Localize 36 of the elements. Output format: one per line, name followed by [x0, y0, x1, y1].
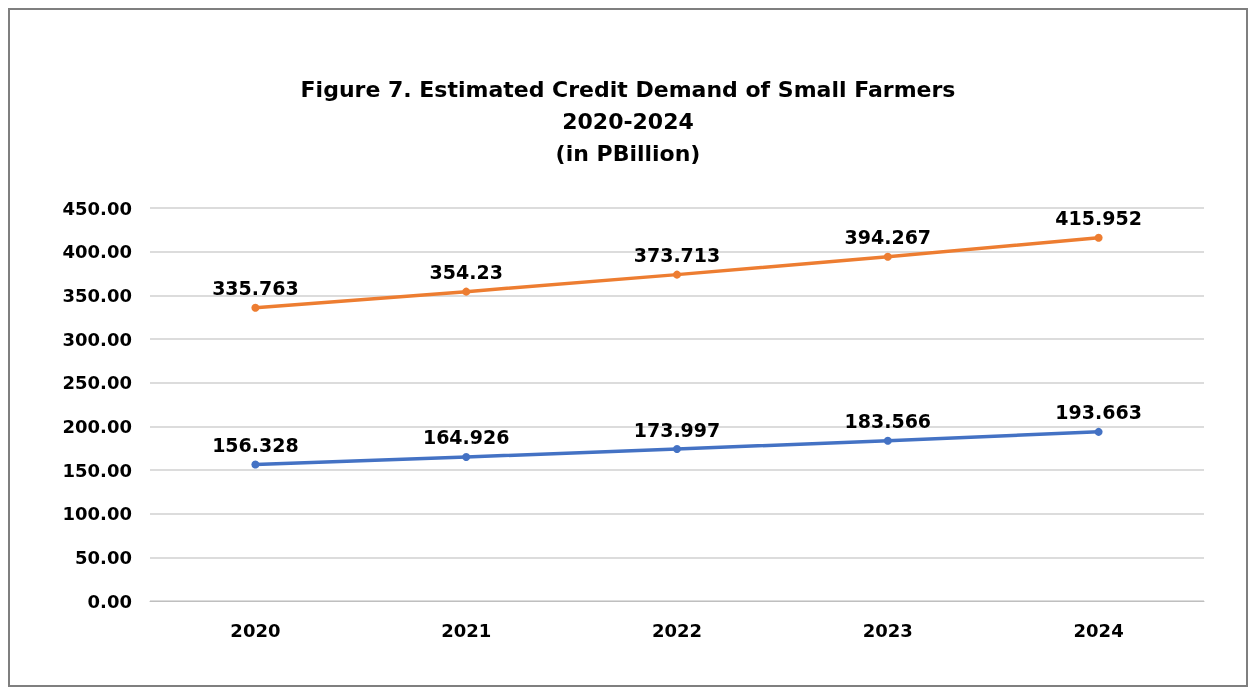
y-tick-label: 400.00 [62, 241, 132, 263]
data-label: 173.997 [633, 418, 721, 441]
point [1094, 233, 1103, 242]
y-tick-label: 250.00 [62, 372, 132, 394]
point [251, 303, 260, 312]
point [673, 445, 681, 454]
point [883, 252, 892, 261]
data-label: 394.267 [844, 226, 932, 249]
x-tick-label: 2021 [441, 619, 492, 641]
data-label: 193.663 [1055, 401, 1142, 424]
point [462, 287, 471, 296]
y-tick-label: 200.00 [62, 415, 132, 437]
data-label: 373.713 [633, 244, 721, 267]
data-label: 156.328 [212, 433, 299, 456]
point [883, 436, 892, 445]
x-tick-label: 2020 [230, 619, 281, 641]
data-label: 164.926 [422, 426, 510, 449]
y-tick-label: 300.00 [62, 328, 132, 350]
data-label: 354.23 [429, 261, 503, 284]
point [673, 270, 681, 279]
x-tick-label: 2023 [862, 619, 913, 641]
y-tick-label: 450.00 [62, 197, 132, 219]
data-label: 183.566 [844, 410, 932, 433]
chart-title: Figure 7. Estimated Credit Demand of Small Farmers 2020-2024 (in PBillion) [300, 76, 956, 166]
point [462, 452, 471, 461]
y-tick-label: 100.00 [62, 503, 132, 525]
point [251, 460, 260, 469]
data-label: 415.952 [1055, 207, 1142, 230]
y-tick-label: 0.00 [87, 590, 132, 612]
x-tick-label: 2022 [651, 619, 703, 641]
y-tick-label: 350.00 [62, 284, 132, 306]
y-tick-label: 50.00 [75, 546, 132, 568]
y-tick-label: 150.00 [62, 459, 132, 481]
data-label: 335.763 [212, 277, 299, 300]
point [1094, 427, 1103, 436]
x-tick-label: 2024 [1073, 619, 1124, 641]
